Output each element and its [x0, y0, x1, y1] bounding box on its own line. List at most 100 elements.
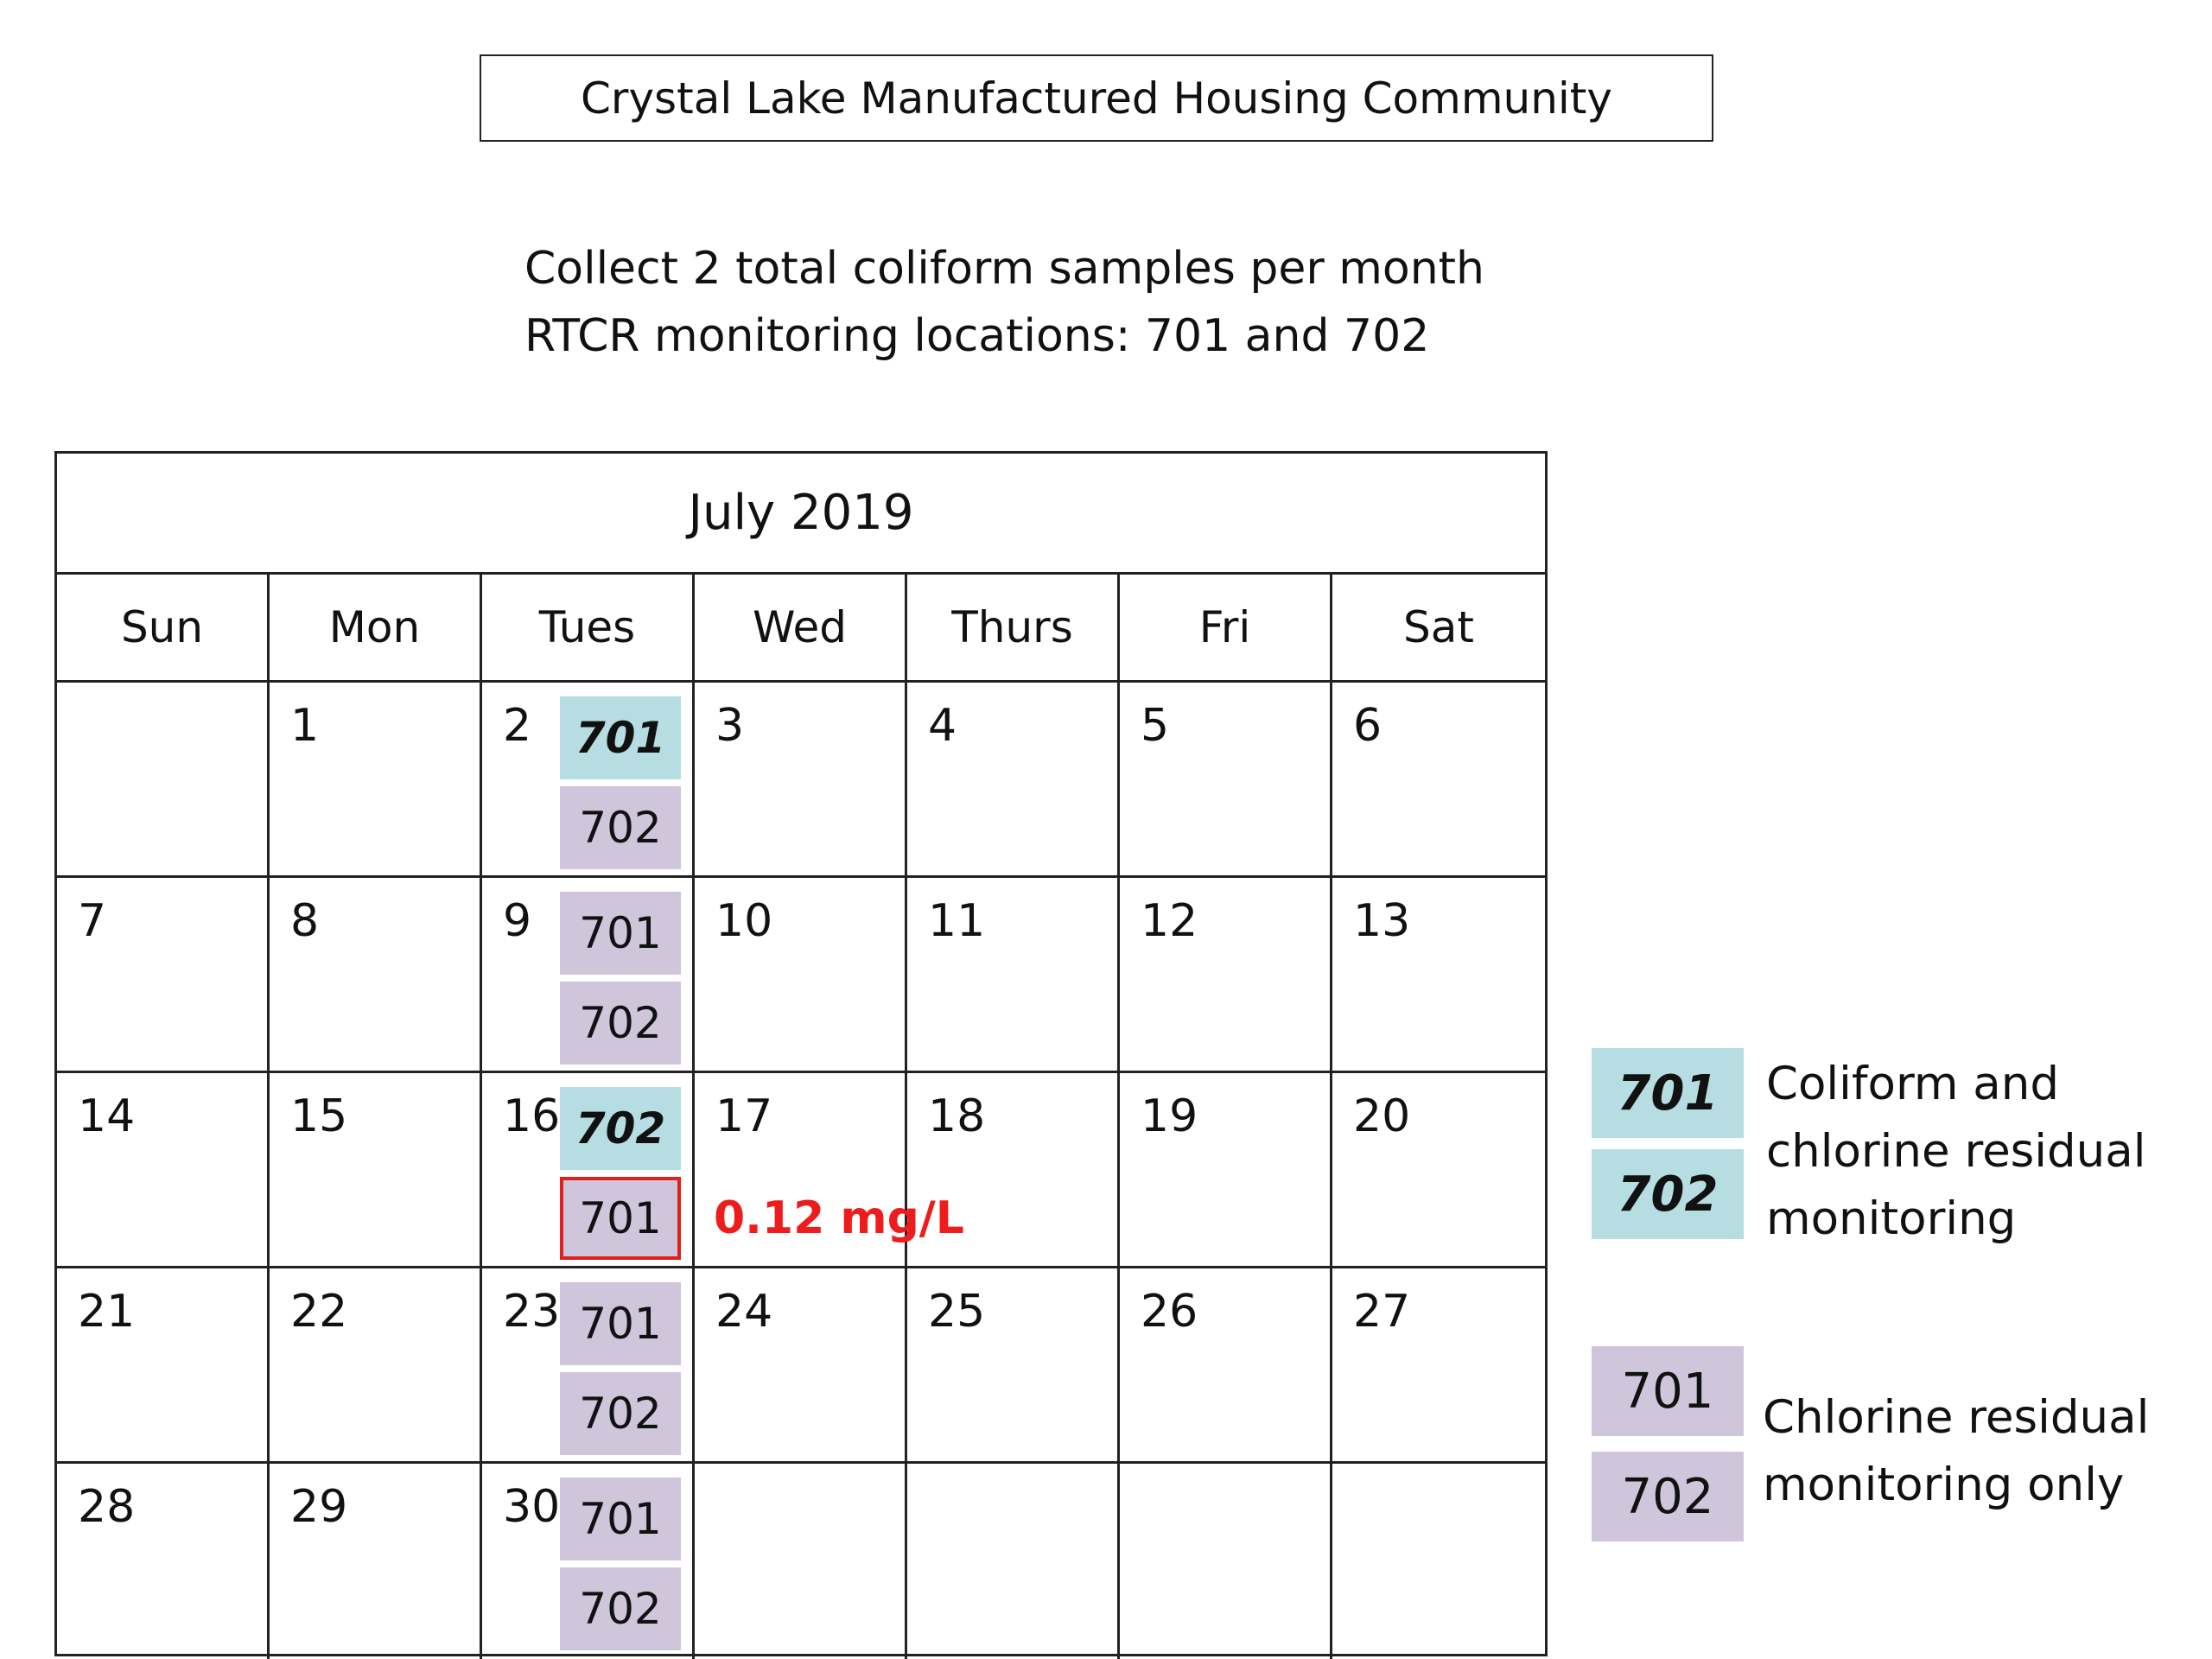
sample-location-chip: 701: [560, 892, 681, 975]
calendar-day-cell: 10: [695, 878, 907, 1071]
calendar-date-number: 18: [928, 1090, 986, 1142]
calendar: July 2019 Sun Mon Tues Wed Thurs Fri Sat…: [54, 451, 1548, 1659]
instruction-line-locations: RTCR monitoring locations: 701 and 702: [524, 310, 1430, 362]
legend-coliform-line: Coliform and: [1766, 1058, 2060, 1110]
calendar-date-number: 24: [715, 1286, 773, 1338]
calendar-date-number: 17: [715, 1090, 773, 1142]
weekday-sun: Sun: [57, 575, 270, 680]
calendar-day-cell: 27: [1332, 1268, 1545, 1461]
calendar-week-row: 7 8 9 701 702 10 11 12 13: [57, 878, 1545, 1073]
weekday-fri: Fri: [1120, 575, 1332, 680]
calendar-date-number: 19: [1141, 1090, 1198, 1142]
flagged-chlorine-reading: 0.12 mg/L: [714, 1192, 964, 1244]
calendar-day-cell: 3: [695, 683, 907, 875]
calendar-week-row: 21 22 23 701 702 24 25 26 27: [57, 1268, 1545, 1464]
legend-chip-teal-702: 702: [1592, 1149, 1744, 1239]
calendar-date-number: 13: [1353, 895, 1411, 947]
flagged-sample-chip: 701: [560, 1177, 681, 1260]
calendar-day-cell: 9 701 702: [482, 878, 695, 1071]
calendar-day-cell: 2 701 702: [482, 683, 695, 875]
calendar-day-cell: 21: [57, 1268, 270, 1461]
calendar-day-cell: 24: [695, 1268, 907, 1461]
calendar-date-number: 22: [290, 1286, 348, 1338]
calendar-day-cell: 19: [1120, 1073, 1332, 1266]
calendar-day-cell: 8: [270, 878, 482, 1071]
legend-chip-teal-701: 701: [1592, 1048, 1744, 1138]
calendar-day-cell: 16 702 701: [482, 1073, 695, 1266]
legend-chip-purple-702: 702: [1592, 1452, 1744, 1541]
calendar-day-cell: 26: [1120, 1268, 1332, 1461]
calendar-date-number: 3: [715, 700, 745, 752]
calendar-day-cell: [907, 1464, 1120, 1659]
calendar-day-cell: 5: [1120, 683, 1332, 875]
page-title: Crystal Lake Manufactured Housing Commun…: [480, 54, 1713, 142]
calendar-date-number: 25: [928, 1286, 986, 1338]
calendar-date-number: 14: [78, 1090, 136, 1142]
calendar-date-number: 16: [503, 1090, 561, 1142]
calendar-date-number: 26: [1141, 1286, 1198, 1338]
calendar-day-cell: 28: [57, 1464, 270, 1659]
calendar-date-number: 5: [1141, 700, 1170, 752]
weekday-tues: Tues: [482, 575, 695, 680]
calendar-date-number: 2: [503, 700, 532, 752]
calendar-week-row: 1 2 701 702 3 4 5 6: [57, 683, 1545, 878]
sample-location-chip: 702: [560, 1087, 681, 1170]
sample-location-chip: 701: [560, 696, 681, 779]
calendar-day-cell: 23 701 702: [482, 1268, 695, 1461]
calendar-week-row: 14 15 16 702 701 17 18 19 20: [57, 1073, 1545, 1268]
calendar-date-number: 6: [1353, 700, 1382, 752]
calendar-date-number: 21: [78, 1286, 136, 1338]
calendar-day-cell: 18: [907, 1073, 1120, 1266]
sample-location-chip: 701: [560, 1478, 681, 1560]
calendar-day-cell: [57, 683, 270, 875]
calendar-day-cell: 22: [270, 1268, 482, 1461]
calendar-day-cell: 11: [907, 878, 1120, 1071]
calendar-day-cell: 15: [270, 1073, 482, 1266]
weekday-wed: Wed: [695, 575, 907, 680]
calendar-date-number: 8: [290, 895, 320, 947]
calendar-date-number: 7: [78, 895, 107, 947]
calendar-day-cell: [695, 1464, 907, 1659]
calendar-date-number: 20: [1353, 1090, 1411, 1142]
calendar-date-number: 1: [290, 700, 320, 752]
calendar-date-number: 11: [928, 895, 986, 947]
weekday-sat: Sat: [1403, 602, 1474, 652]
calendar-date-number: 12: [1141, 895, 1198, 947]
calendar-day-cell: 17: [695, 1073, 907, 1266]
calendar-day-cell: 4: [907, 683, 1120, 875]
weekday-thurs: Thurs: [907, 575, 1120, 680]
calendar-day-cell: 12: [1120, 878, 1332, 1071]
calendar-date-number: 4: [928, 700, 957, 752]
calendar-date-number: 29: [290, 1481, 348, 1533]
calendar-day-cell: 7: [57, 878, 270, 1071]
calendar-month-title: July 2019: [57, 454, 1545, 575]
calendar-week-row: 28 29 30 701 702: [57, 1464, 1545, 1659]
calendar-date-number: 23: [503, 1286, 561, 1338]
legend-coliform-line: chlorine residual: [1766, 1125, 2146, 1178]
calendar-day-cell: 29: [270, 1464, 482, 1659]
calendar-day-cell: 20: [1332, 1073, 1545, 1266]
calendar-date-number: 10: [715, 895, 773, 947]
calendar-date-number: 28: [78, 1481, 136, 1533]
weekday-mon: Mon: [270, 575, 482, 680]
legend-chlorine-line: Chlorine residual: [1763, 1391, 2150, 1444]
sample-location-chip: 702: [560, 786, 681, 869]
calendar-date-number: 9: [503, 895, 532, 947]
calendar-day-cell: 1: [270, 683, 482, 875]
legend-chlorine-line: monitoring only: [1763, 1459, 2125, 1511]
calendar-day-cell: 13: [1332, 878, 1545, 1071]
sample-location-chip: 702: [560, 1372, 681, 1455]
legend-chip-purple-701: 701: [1592, 1346, 1744, 1436]
calendar-date-number: 15: [290, 1090, 348, 1142]
calendar-date-number: 30: [503, 1481, 561, 1533]
calendar-day-cell: 6: [1332, 683, 1545, 875]
sample-location-chip: 702: [560, 1567, 681, 1650]
legend-coliform-label: Coliform and chlorine residual monitorin…: [1766, 1051, 2145, 1253]
calendar-day-cell: 30 701 702: [482, 1464, 695, 1659]
calendar-day-cell: [1332, 1464, 1545, 1659]
legend-coliform-line: monitoring: [1766, 1192, 2017, 1245]
calendar-day-cell: 14: [57, 1073, 270, 1266]
weekday-header-row: Sun Mon Tues Wed Thurs Fri Sat: [57, 575, 1545, 683]
calendar-day-cell: 25: [907, 1268, 1120, 1461]
instructions: Collect 2 total coliform samples per mon…: [524, 235, 1484, 370]
